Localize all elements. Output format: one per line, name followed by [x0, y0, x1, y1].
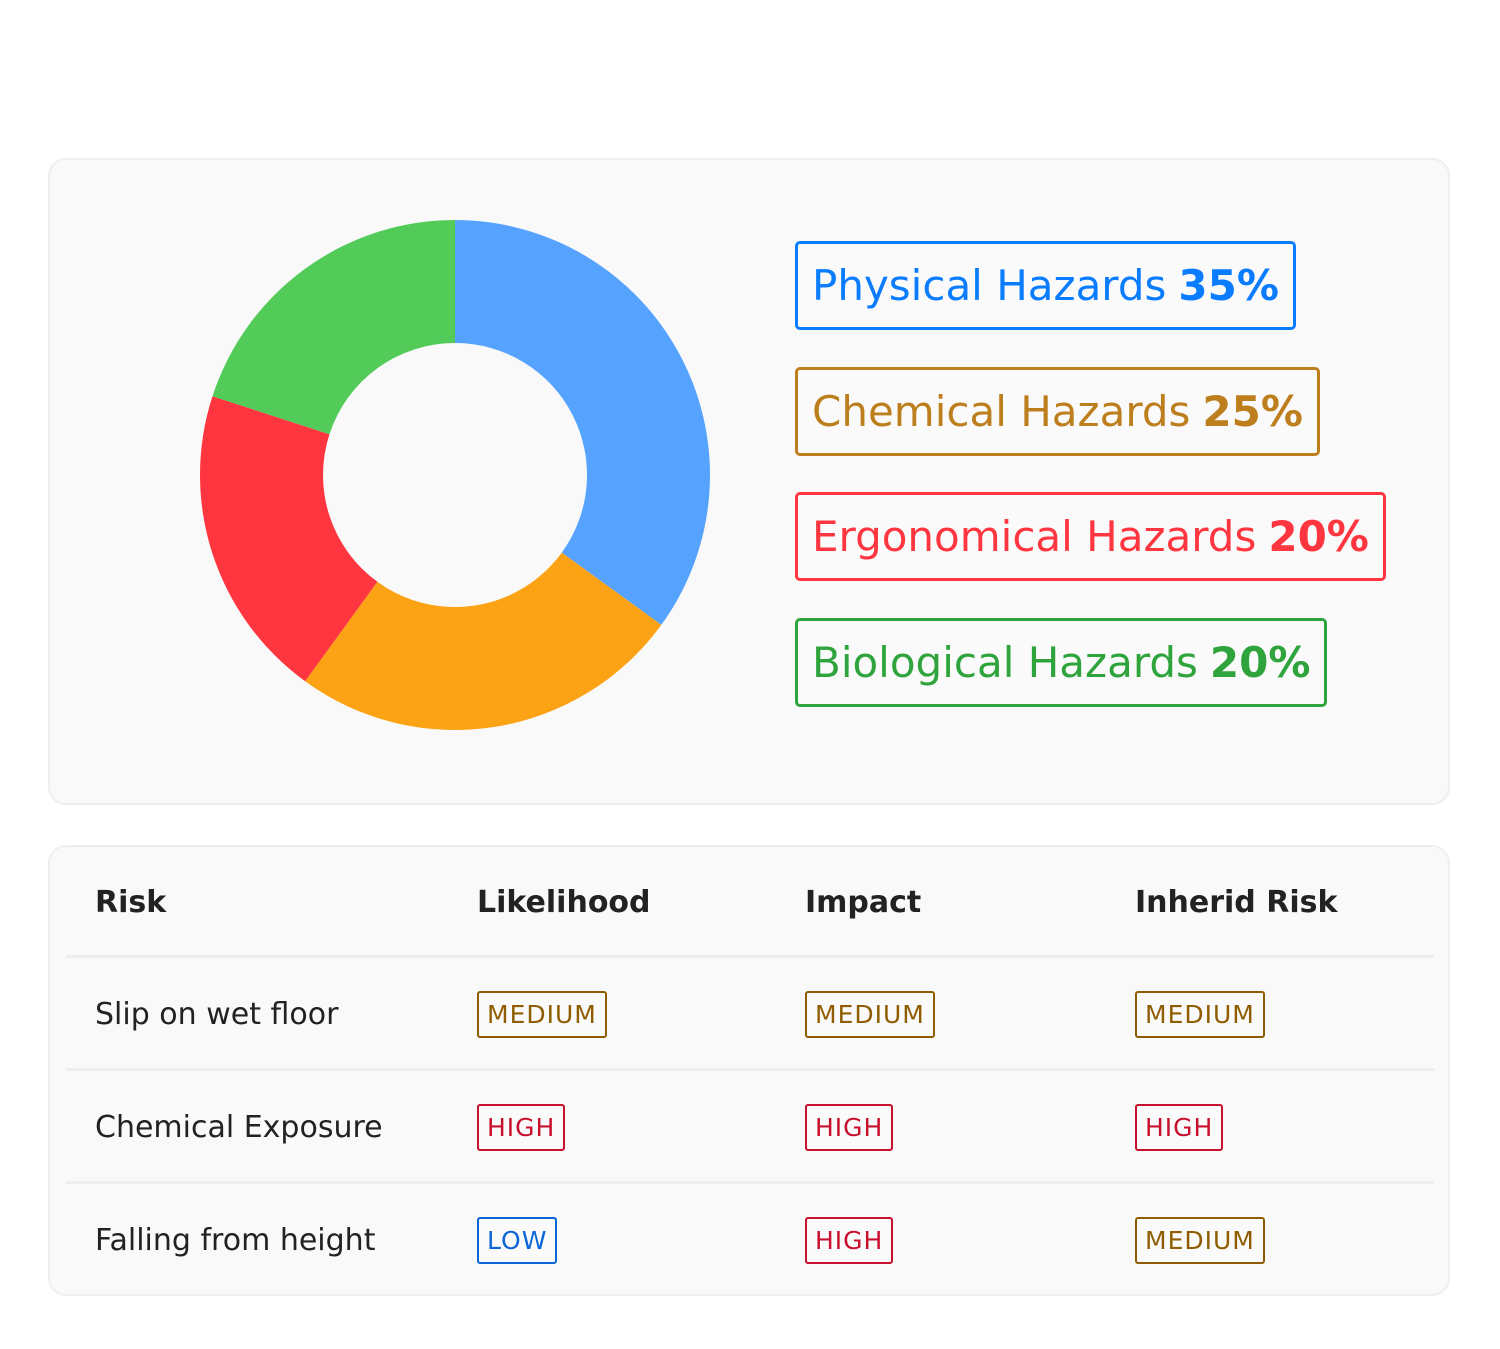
legend-item: Physical Hazards 35% — [795, 241, 1296, 330]
header-impact: Impact — [805, 885, 922, 920]
legend-item: Ergonomical Hazards 20% — [795, 492, 1386, 581]
legend-label: Physical Hazards — [812, 261, 1167, 310]
legend-value: 20% — [1209, 638, 1311, 687]
slice-chemical-hazards — [305, 552, 662, 730]
legend-label: Ergonomical Hazards — [812, 512, 1257, 561]
level-badge: MEDIUM — [1135, 991, 1265, 1038]
legend-value: 35% — [1178, 261, 1279, 310]
legend-label: Chemical Hazards — [812, 387, 1191, 436]
donut-chart — [200, 220, 710, 730]
slice-physical-hazards — [455, 220, 710, 625]
level-badge: LOW — [477, 1217, 558, 1264]
level-badge: MEDIUM — [477, 991, 607, 1038]
slice-ergonomical-hazards — [200, 396, 378, 682]
header-risk: Risk — [95, 885, 167, 920]
header-inherid-risk: Inherid Risk — [1135, 885, 1338, 920]
table-row: Falling from height LOW HIGH MEDIUM — [66, 1181, 1434, 1297]
risk-name: Chemical Exposure — [95, 1110, 383, 1145]
level-badge: HIGH — [805, 1104, 894, 1151]
level-badge: HIGH — [477, 1104, 566, 1151]
level-badge: MEDIUM — [1135, 1217, 1265, 1264]
level-badge: HIGH — [805, 1217, 894, 1264]
legend-label: Biological Hazards — [812, 638, 1198, 687]
hazard-chart-card: Physical Hazards 35% Chemical Hazards 25% Er… — [48, 158, 1450, 805]
risk-table: Risk Likelihood Impact Inherid Risk Slip… — [48, 845, 1450, 1296]
level-badge: MEDIUM — [805, 991, 935, 1038]
risk-name: Falling from height — [95, 1223, 376, 1258]
header-likelihood: Likelihood — [477, 885, 651, 920]
level-badge: HIGH — [1135, 1104, 1224, 1151]
table-row: Chemical Exposure HIGH HIGH HIGH — [66, 1068, 1434, 1184]
slice-biological-hazards — [212, 220, 455, 435]
table-row: Slip on wet floor MEDIUM MEDIUM MEDIUM — [66, 955, 1434, 1071]
legend-value: 20% — [1268, 512, 1369, 561]
risk-name: Slip on wet floor — [95, 997, 339, 1032]
legend-item: Chemical Hazards 25% — [795, 367, 1320, 456]
legend-item: Biological Hazards 20% — [795, 618, 1328, 707]
legend-value: 25% — [1202, 387, 1303, 436]
